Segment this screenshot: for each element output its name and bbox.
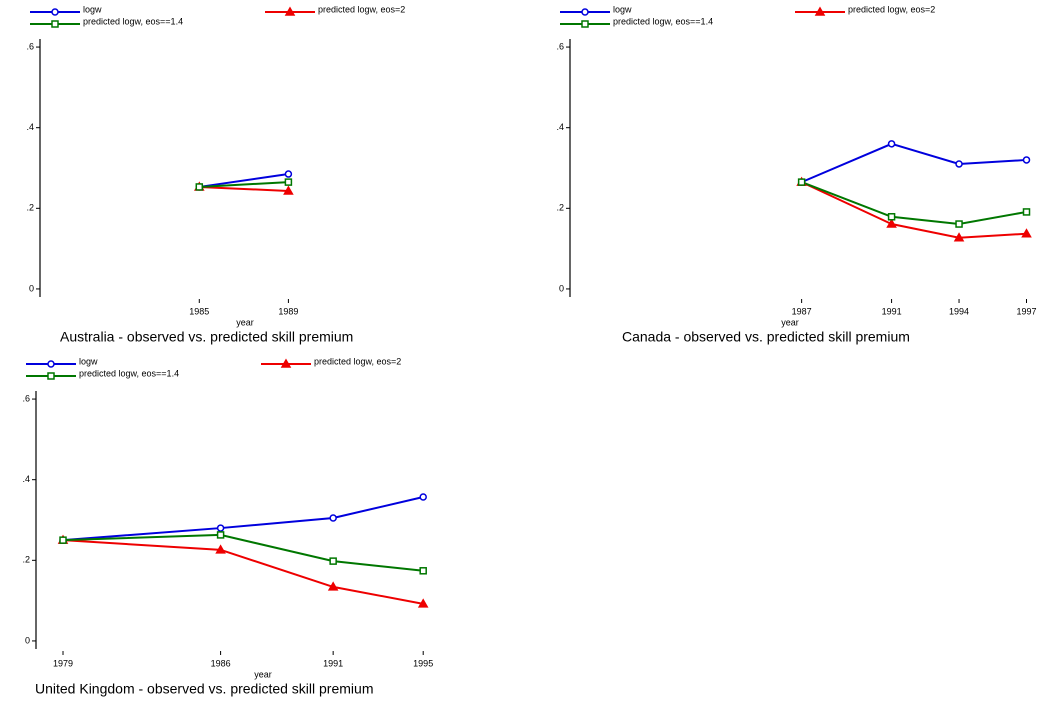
marker <box>955 220 963 228</box>
marker <box>1022 156 1031 164</box>
legend-label: predicted logw, eos==1.4 <box>83 16 183 26</box>
legend-marker <box>51 20 59 28</box>
series-line <box>199 185 289 192</box>
marker <box>284 170 293 178</box>
marker <box>284 178 293 186</box>
series-line <box>199 181 289 188</box>
y-tick-label: .4 <box>26 122 34 132</box>
series-line <box>199 173 289 188</box>
marker <box>955 160 963 168</box>
x-axis-label: year <box>254 669 272 679</box>
marker <box>953 232 965 242</box>
legend-marker <box>280 358 292 368</box>
legend-label: predicted logw, eos=2 <box>314 356 401 366</box>
marker <box>327 581 339 591</box>
legend-marker <box>51 8 59 16</box>
marker <box>886 218 897 228</box>
x-tick-label: 1991 <box>323 658 343 668</box>
marker <box>195 183 204 191</box>
y-tick-label: 0 <box>559 283 564 293</box>
series-line <box>62 496 424 542</box>
x-tick-label: 1994 <box>949 306 969 316</box>
series-line <box>801 142 1027 184</box>
marker <box>59 536 67 544</box>
x-tick-label: 1995 <box>413 658 433 668</box>
chart-panel: logw predicted logw, eos=2 predicted logw,… <box>26 4 405 344</box>
marker <box>1021 228 1032 238</box>
legend-marker <box>47 372 55 380</box>
y-tick-label: 0 <box>25 635 30 645</box>
marker <box>887 213 896 221</box>
legend-marker <box>581 8 589 16</box>
x-tick-label: 1987 <box>792 306 812 316</box>
y-tick-label: .6 <box>22 393 30 403</box>
legend-label: predicted logw, eos=2 <box>848 4 935 14</box>
series-line <box>801 181 1027 239</box>
chart-title: Canada - observed vs. predicted skill pr… <box>622 329 910 345</box>
marker <box>329 557 337 565</box>
marker <box>419 567 427 575</box>
marker <box>215 544 226 554</box>
y-tick-label: .2 <box>556 203 564 213</box>
x-tick-label: 1986 <box>211 658 231 668</box>
y-tick-label: .2 <box>22 555 30 565</box>
marker <box>329 514 337 522</box>
y-tick-label: 0 <box>29 283 34 293</box>
series-line <box>801 181 1027 226</box>
marker <box>887 140 896 148</box>
marker <box>283 185 294 195</box>
series-line <box>62 539 424 605</box>
legend-label: logw <box>79 356 98 366</box>
legend-label: predicted logw, eos=2 <box>318 4 405 14</box>
y-tick-label: .4 <box>22 474 30 484</box>
y-tick-label: .2 <box>26 203 34 213</box>
x-tick-label: 1991 <box>882 306 902 316</box>
marker <box>1022 208 1031 216</box>
legend-label: predicted logw, eos==1.4 <box>613 16 713 26</box>
legend-label: predicted logw, eos==1.4 <box>79 368 179 378</box>
chart-title: Australia - observed vs. predicted skill… <box>60 329 353 345</box>
marker <box>216 524 225 532</box>
y-tick-label: .4 <box>556 122 564 132</box>
marker <box>216 531 225 539</box>
legend-marker <box>47 360 55 368</box>
x-tick-label: 1985 <box>189 306 209 316</box>
legend-marker <box>814 6 826 16</box>
marker <box>797 178 806 186</box>
legend-label: logw <box>83 4 102 14</box>
legend-marker <box>581 20 589 28</box>
y-tick-label: .6 <box>26 41 34 51</box>
x-tick-label: 1979 <box>53 658 73 668</box>
chart-title: United Kingdom - observed vs. predicted … <box>35 681 373 697</box>
x-tick-label: 1997 <box>1016 306 1036 316</box>
x-axis-label: year <box>781 317 799 327</box>
marker <box>419 493 427 501</box>
series-line <box>62 533 424 572</box>
chart-panel: logw predicted logw, eos=2 predicted logw,… <box>22 356 433 696</box>
x-axis-label: year <box>236 317 254 327</box>
x-tick-label: 1989 <box>278 306 298 316</box>
y-tick-label: .6 <box>556 41 564 51</box>
marker <box>417 598 429 608</box>
legend-label: logw <box>613 4 632 14</box>
legend-marker <box>284 6 296 16</box>
chart-panel: logw predicted logw, eos=2 predicted logw,… <box>556 4 1036 344</box>
